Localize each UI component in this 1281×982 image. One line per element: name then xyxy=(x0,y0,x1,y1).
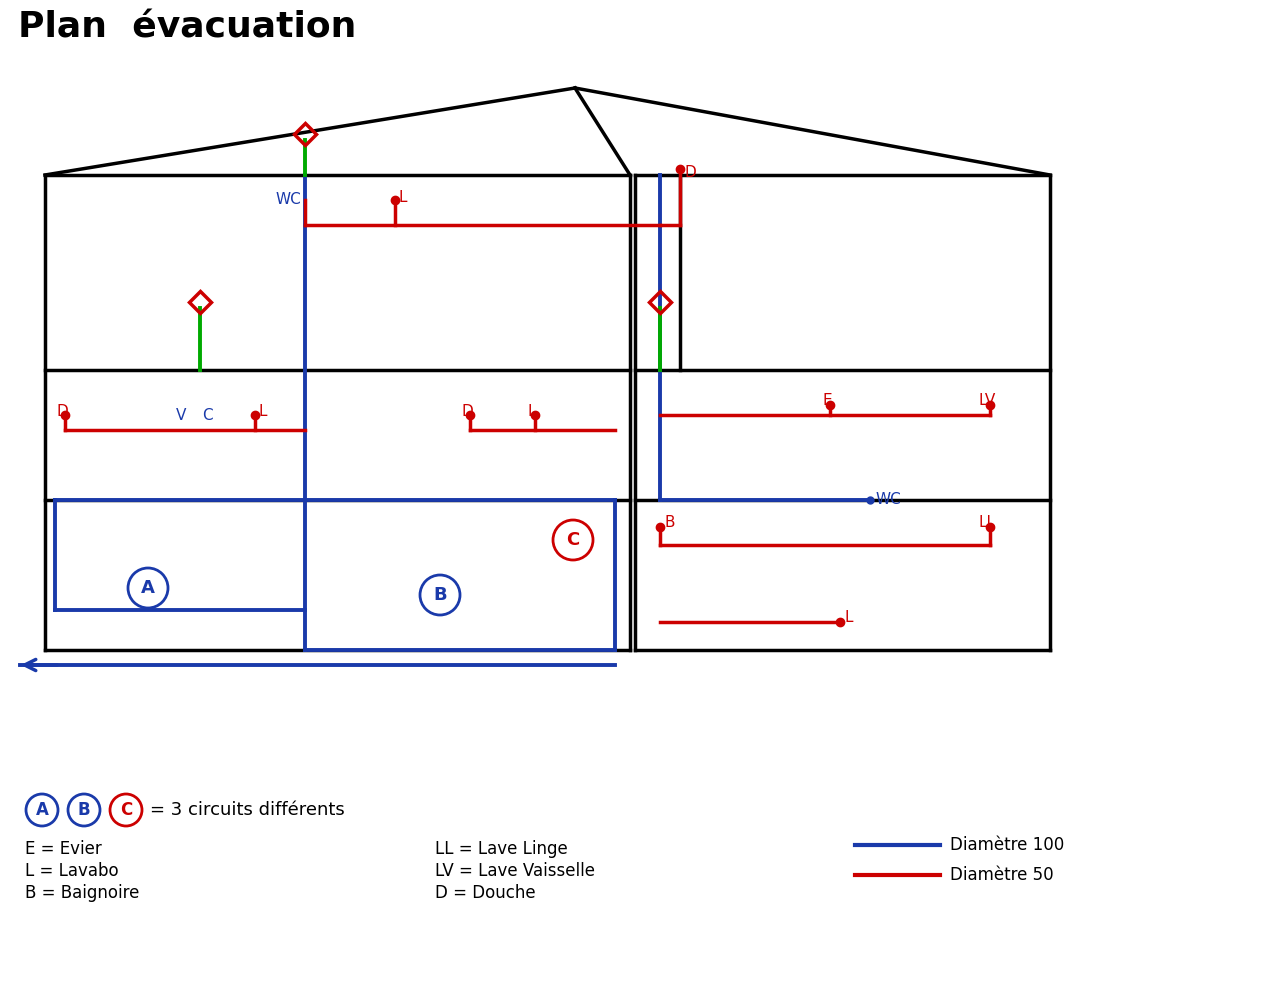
Text: A: A xyxy=(141,579,155,597)
Text: L: L xyxy=(398,190,407,205)
Text: C: C xyxy=(566,531,579,549)
Text: Diamètre 50: Diamètre 50 xyxy=(951,866,1054,884)
Text: L: L xyxy=(844,610,852,625)
Text: B: B xyxy=(664,515,675,530)
Text: C: C xyxy=(202,408,213,423)
Text: = 3 circuits différents: = 3 circuits différents xyxy=(150,801,345,819)
Text: D = Douche: D = Douche xyxy=(436,884,535,902)
Text: WC: WC xyxy=(876,492,902,507)
Text: V: V xyxy=(175,408,186,423)
Text: LV = Lave Vaisselle: LV = Lave Vaisselle xyxy=(436,862,594,880)
Text: D: D xyxy=(684,165,696,180)
Text: LL = Lave Linge: LL = Lave Linge xyxy=(436,840,567,858)
Text: B: B xyxy=(78,801,91,819)
Text: LV: LV xyxy=(979,393,995,408)
Text: Plan  évacuation: Plan évacuation xyxy=(18,10,356,44)
Text: C: C xyxy=(120,801,132,819)
Text: D: D xyxy=(461,404,473,419)
Text: L: L xyxy=(528,404,537,419)
Text: Diamètre 100: Diamètre 100 xyxy=(951,836,1065,854)
Text: WC: WC xyxy=(275,192,301,207)
Text: E = Evier: E = Evier xyxy=(26,840,101,858)
Text: L = Lavabo: L = Lavabo xyxy=(26,862,119,880)
Text: L: L xyxy=(259,404,268,419)
Text: LL: LL xyxy=(979,515,995,530)
Text: B: B xyxy=(433,586,447,604)
Text: D: D xyxy=(56,404,68,419)
Text: E: E xyxy=(822,393,831,408)
Text: A: A xyxy=(36,801,49,819)
Text: B = Baignoire: B = Baignoire xyxy=(26,884,140,902)
